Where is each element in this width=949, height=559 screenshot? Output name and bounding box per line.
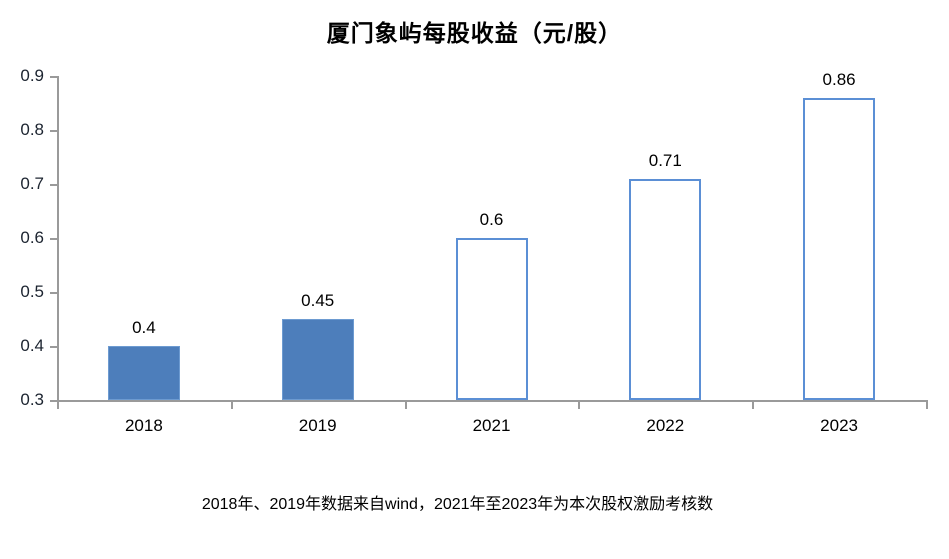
y-axis-line bbox=[57, 76, 59, 407]
y-axis-tick bbox=[50, 76, 57, 78]
bar-2021 bbox=[455, 238, 528, 400]
y-axis-tick-label: 0.4 bbox=[20, 336, 44, 355]
x-axis-category-label: 2019 bbox=[298, 416, 337, 435]
chart-footnote: 2018年、2019年数据来自wind，2021年至2023年为本次股权激励考核… bbox=[201, 496, 714, 513]
x-axis-line bbox=[50, 400, 928, 402]
bar-2018 bbox=[107, 346, 180, 400]
x-axis-tick bbox=[57, 402, 59, 409]
y-axis-tick bbox=[50, 292, 57, 294]
y-axis-tick-label: 0.7 bbox=[20, 174, 44, 193]
y-axis-tick bbox=[50, 346, 57, 348]
chart-title: 厦门象屿每股收益（元/股） bbox=[326, 20, 623, 46]
bar-value-label: 0.71 bbox=[648, 150, 682, 170]
y-axis-tick bbox=[50, 238, 57, 240]
x-axis-tick bbox=[926, 402, 928, 409]
x-axis-category-label: 2023 bbox=[820, 416, 858, 435]
bar-2022 bbox=[629, 178, 702, 400]
y-axis-tick bbox=[50, 184, 57, 186]
x-axis-category-label: 2022 bbox=[646, 416, 685, 435]
x-axis-category-label: 2021 bbox=[472, 416, 511, 435]
bar-value-label: 0.45 bbox=[301, 291, 335, 310]
bar-value-label: 0.4 bbox=[132, 318, 156, 337]
y-axis-tick-label: 0.8 bbox=[20, 120, 44, 139]
bar-value-label: 0.86 bbox=[822, 69, 856, 89]
x-axis-category-label: 2018 bbox=[124, 416, 163, 435]
y-axis-tick-label: 0.6 bbox=[20, 228, 44, 247]
y-axis-tick bbox=[50, 130, 57, 132]
x-axis-tick bbox=[230, 402, 233, 409]
bar-2019 bbox=[281, 319, 354, 400]
y-axis-tick-label: 0.3 bbox=[20, 390, 44, 409]
x-axis-tick bbox=[578, 402, 581, 409]
x-axis-tick bbox=[404, 402, 407, 409]
y-axis-tick-label: 0.5 bbox=[20, 282, 44, 301]
x-axis-tick bbox=[752, 402, 755, 409]
bar-2023 bbox=[803, 97, 876, 400]
bar-value-label: 0.6 bbox=[479, 210, 504, 229]
y-axis-tick bbox=[50, 400, 57, 402]
y-axis-tick-label: 0.9 bbox=[20, 66, 44, 85]
